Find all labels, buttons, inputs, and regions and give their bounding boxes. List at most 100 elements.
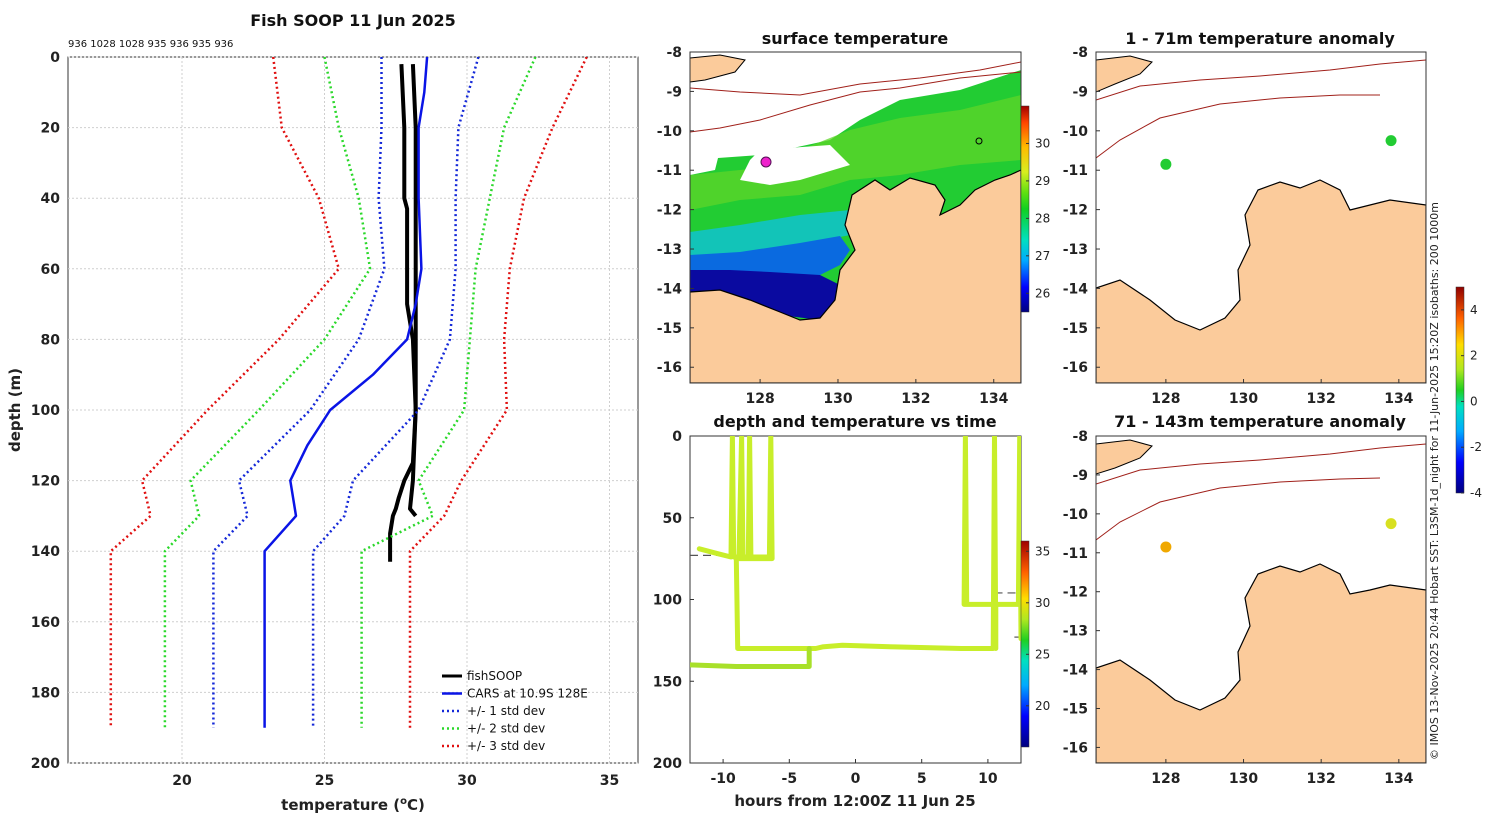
map-ytick-label: -9 — [1072, 84, 1088, 100]
anomaly2-panel: 71 - 143m temperature anomaly 128 130 132 1… — [1063, 286, 1482, 787]
colorbar-tick-label: 29 — [1035, 174, 1050, 188]
timeseries-colorbar-ticks: 20 25 30 35 — [1026, 544, 1050, 713]
sst-cloud-3 — [690, 140, 720, 175]
sst-title: surface temperature — [762, 29, 949, 48]
ts-ytick-label: 50 — [663, 511, 683, 527]
profile-legend: fishSOOP CARS at 10.9S 128E +/- 1 std dev +… — [442, 669, 588, 753]
colorbar-tick-label: 2 — [1470, 349, 1478, 363]
sst-isobath-1000 — [690, 71, 1021, 133]
legend-entry: +/- 3 std dev — [467, 739, 545, 753]
profile-series--3-sd — [408, 57, 588, 728]
anomaly1-axes-frame — [1095, 51, 1427, 384]
profile-panel: Fish SOOP 11 Jun 2025 936 1028 1028 935 … — [6, 11, 639, 814]
profile-series--2-sd — [163, 57, 372, 728]
profile-xlabel-unit: o — [400, 796, 407, 807]
map-xtick-label: 134 — [1384, 771, 1413, 787]
profile-grid — [68, 56, 638, 764]
anomaly1-points — [1160, 135, 1397, 170]
profile-ytick-label: 60 — [41, 262, 61, 278]
legend-entry: +/- 2 std dev — [467, 722, 545, 736]
profile-series-cars — [263, 57, 429, 728]
anomaly-colorbar-ticks: -4 -2 0 2 4 — [1461, 303, 1482, 500]
sst-panel: surface temperature 128 130 132 134 -8 -9 -10 -… — [657, 29, 1051, 407]
map-ytick-label: -8 — [666, 45, 682, 61]
sst-cloud-1 — [690, 52, 1021, 140]
colorbar-tick-label: -2 — [1470, 440, 1482, 454]
profile-ytick-label: 160 — [31, 615, 60, 631]
map-xtick-label: 128 — [1151, 391, 1180, 407]
map-xtick-label: 132 — [1307, 391, 1336, 407]
profile-xlabel-suffix: C) — [407, 796, 425, 814]
map-ytick-label: -12 — [657, 203, 682, 219]
map-ytick-label: -8 — [1072, 45, 1088, 61]
sst-cloud-2 — [740, 145, 850, 185]
sst-colorbar — [1020, 105, 1030, 313]
map-ytick-label: -9 — [666, 84, 682, 100]
timeseries-xlabel: hours from 12:00Z 11 Jun 25 — [734, 792, 975, 810]
profile-ytick-label: 180 — [31, 685, 60, 701]
sst-map — [690, 52, 1021, 383]
anomaly-colorbar — [1455, 286, 1465, 494]
map-ytick-label: -14 — [1063, 281, 1089, 297]
colorbar-tick-label: 30 — [1035, 136, 1050, 150]
anomaly2-map — [1096, 439, 1426, 763]
colorbar-tick-label: 20 — [1035, 699, 1050, 713]
colorbar-tick-label: 25 — [1035, 647, 1050, 661]
colorbar-tick-label: 27 — [1035, 249, 1050, 263]
anomaly2-isobath-200 — [1096, 443, 1426, 485]
map-xtick-label: 134 — [979, 391, 1008, 407]
profile-series — [109, 57, 588, 728]
profile-ticks: 20 25 30 35 0 20 40 60 80 100 120 140 160 180 200 — [31, 50, 619, 789]
profile-xtick-label: 25 — [315, 773, 334, 789]
anomaly2-ticks: 128 130 132 134 -8 -9 -10 -11 -12 -13 -14 -15 -16 — [1063, 429, 1414, 787]
timeseries-colorbar — [1020, 540, 1030, 748]
colorbar-tick-label: 35 — [1035, 544, 1050, 558]
map-ytick-label: -16 — [1063, 360, 1088, 376]
map-xtick-label: 128 — [745, 391, 774, 407]
colorbar-tick-label: 28 — [1035, 211, 1050, 225]
profile-xtick-label: 20 — [172, 773, 192, 789]
map-ytick-label: -11 — [657, 163, 682, 179]
ts-ytick-label: 200 — [653, 756, 682, 772]
profile-ytick-label: 200 — [31, 756, 60, 772]
anomaly2-title: 71 - 143m temperature anomaly — [1114, 412, 1406, 431]
map-xtick-label: 128 — [1151, 771, 1180, 787]
sst-sea-blue — [690, 236, 850, 275]
anomaly2-land — [1096, 563, 1426, 763]
legend-entry: +/- 1 std dev — [467, 704, 545, 718]
anomaly1-isobath-1000 — [1096, 94, 1380, 159]
profile-ytick-label: 120 — [31, 474, 60, 490]
sst-fish-marker — [760, 156, 772, 168]
map-ytick-label: -16 — [1063, 740, 1088, 756]
colorbar-tick-label: 0 — [1470, 394, 1478, 408]
map-ytick-label: -15 — [1063, 321, 1088, 337]
map-ytick-label: -9 — [1072, 468, 1088, 484]
profile-xtick-label: 30 — [457, 773, 477, 789]
map-ytick-label: -12 — [1063, 203, 1088, 219]
anomaly2-points — [1160, 518, 1397, 553]
timeseries-title: depth and temperature vs time — [713, 412, 996, 431]
anomaly1-panel: 1 - 71m temperature anomaly 128 130 132 134… — [1063, 29, 1427, 407]
map-ytick-label: -10 — [1063, 124, 1089, 140]
map-ytick-label: -11 — [1063, 163, 1088, 179]
sst-sea-navy — [690, 270, 840, 320]
anomaly1-land — [1096, 179, 1426, 383]
anomaly-point — [1160, 158, 1172, 170]
profile-ytick-label: 140 — [31, 544, 60, 560]
anomaly-point — [1385, 135, 1397, 147]
profile-xlabel: temperature (oC) — [281, 796, 425, 814]
map-xtick-label: 134 — [1384, 391, 1413, 407]
map-xtick-label: 132 — [1307, 771, 1336, 787]
anomaly2-isobath-1000 — [1096, 477, 1381, 541]
profile-ytick-label: 80 — [41, 332, 61, 348]
sst-ticks: 128 130 132 134 -8 -9 -10 -11 -12 -13 -14 -15 -16 — [657, 45, 1009, 407]
sst-station-marker — [975, 137, 983, 145]
anomaly2-axes-frame — [1095, 435, 1427, 764]
anomaly1-land-north — [1096, 55, 1153, 93]
map-ytick-label: -13 — [1063, 242, 1088, 258]
legend-entry: fishSOOP — [467, 669, 522, 683]
colorbar-tick-label: 4 — [1470, 303, 1478, 317]
timeseries-series — [690, 436, 1021, 669]
map-ytick-label: -14 — [657, 281, 683, 297]
